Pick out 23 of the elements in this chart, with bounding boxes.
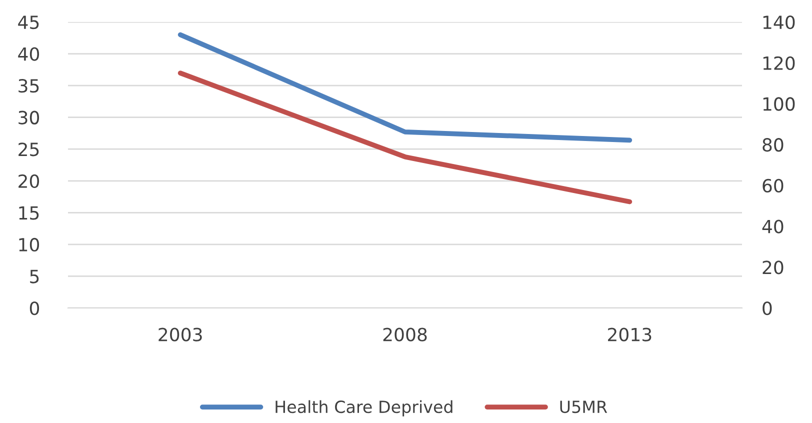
y2-tick-label: 120 xyxy=(763,56,795,70)
y2-tick-label: 100 xyxy=(763,97,795,111)
y-tick-label: 20 xyxy=(18,174,40,188)
y2-tick-label: 80 xyxy=(762,138,784,152)
y-tick-label: 45 xyxy=(18,16,39,30)
y-tick-label: 30 xyxy=(18,110,40,124)
y2-tick-label: 140 xyxy=(763,15,795,30)
y-tick-label: 15 xyxy=(19,206,39,220)
y2-tick-label: 0 xyxy=(762,301,772,316)
y-tick-label: 5 xyxy=(30,270,39,284)
legend-label: Health Care Deprived xyxy=(276,400,452,416)
y2-tick-label: 60 xyxy=(762,178,784,193)
legend-label: U5MR xyxy=(560,400,608,414)
y2-tick-label: 40 xyxy=(762,220,784,234)
y-tick-label: 0 xyxy=(30,301,40,316)
x-tick-label: 2013 xyxy=(608,328,652,342)
y-tick-label: 10 xyxy=(19,238,40,252)
x-tick-label: 2008 xyxy=(383,328,427,342)
y2-tick-label: 20 xyxy=(762,260,784,274)
y-tick-label: 35 xyxy=(18,79,39,93)
y-tick-label: 25 xyxy=(18,142,39,156)
y-tick-label: 40 xyxy=(18,47,40,61)
x-tick-label: 2003 xyxy=(158,328,202,342)
